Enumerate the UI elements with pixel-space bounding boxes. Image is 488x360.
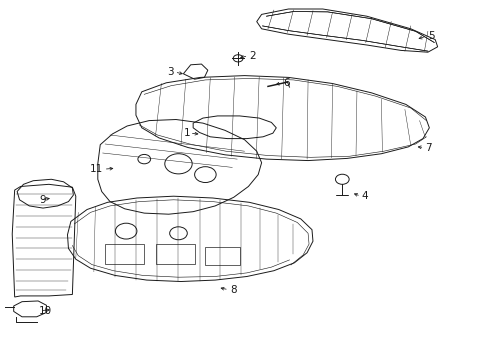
Text: 1: 1 [183, 128, 190, 138]
Text: 3: 3 [166, 67, 173, 77]
Text: 4: 4 [361, 191, 368, 201]
Text: 9: 9 [39, 195, 46, 205]
Text: 8: 8 [229, 285, 236, 295]
Text: 6: 6 [283, 78, 290, 88]
Text: 2: 2 [249, 51, 256, 61]
Text: 11: 11 [89, 164, 102, 174]
Text: 7: 7 [425, 143, 431, 153]
Text: 5: 5 [427, 31, 434, 41]
Text: 10: 10 [39, 306, 52, 316]
